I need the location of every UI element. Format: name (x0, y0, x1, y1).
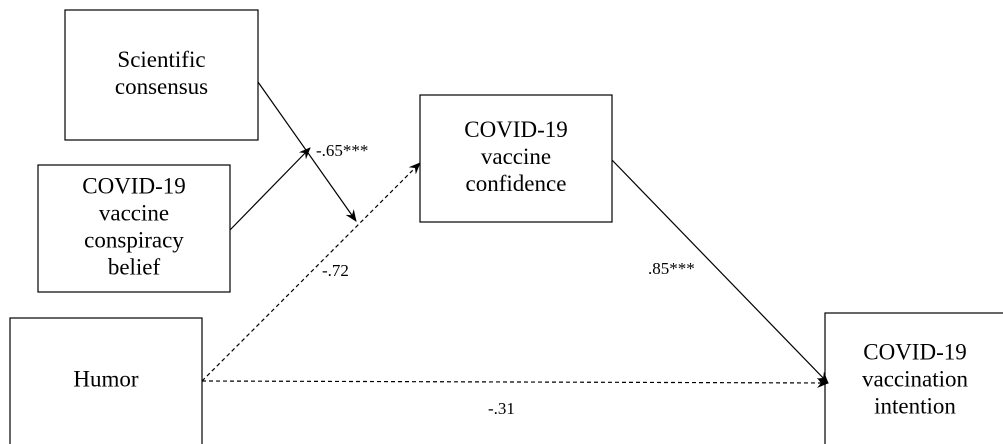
arrow (611, 159, 829, 384)
edge-label: -.31 (488, 399, 515, 418)
arrow (201, 377, 829, 388)
node-label: COVID-19 (863, 339, 967, 364)
node-label: vaccine (99, 200, 169, 225)
node-box (9, 317, 203, 444)
node-box (64, 9, 259, 141)
edge-label: -.72 (322, 261, 349, 280)
node-label: belief (108, 254, 161, 279)
node-label: COVID-19 (82, 173, 186, 198)
node-box (37, 164, 231, 293)
node-box (419, 94, 613, 223)
node-label: vaccination (862, 366, 969, 391)
arrow (229, 147, 311, 231)
node-label: intention (874, 393, 956, 418)
node-label: Scientific (117, 47, 205, 72)
edge-label: -.65*** (316, 141, 368, 160)
node-label: vaccine (481, 144, 551, 169)
arrow (201, 162, 421, 382)
edge-label: .85*** (648, 259, 695, 278)
node-label: conspiracy (84, 227, 184, 252)
node-label: Humor (73, 366, 139, 391)
node-label: COVID-19 (464, 117, 568, 142)
node-label: confidence (466, 171, 567, 196)
node-label: consensus (115, 74, 208, 99)
